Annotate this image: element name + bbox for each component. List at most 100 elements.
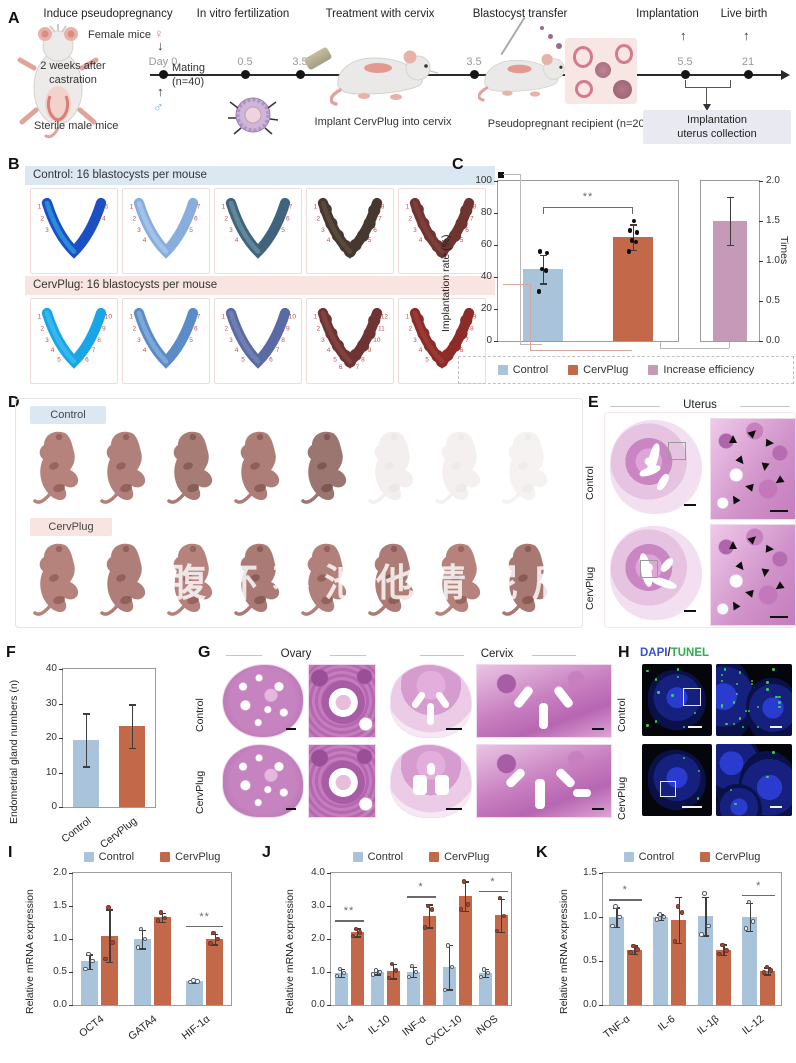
legend-label: CervPlug [715,851,761,863]
site-number: 8 [470,326,474,333]
step-livebirth: Live birth [720,8,768,20]
pup-image [33,543,79,616]
data-point [536,289,542,294]
pup [233,540,291,625]
data-point [337,966,343,971]
site-number: 5 [281,227,285,234]
tunel-speck [677,675,680,678]
error-bar [660,914,663,920]
tunel-speck [766,688,769,691]
category-label: HIF-1α [179,1013,213,1043]
site-number: 2 [224,216,228,223]
panel-k-label: K [536,844,548,861]
site-number: 5 [460,237,464,244]
error-bar-cap [461,910,469,913]
cervplug-icon [303,46,333,71]
collection-line1: Implantation [687,114,747,126]
data-point [661,914,667,920]
site-number: 7 [197,314,201,321]
axis-tick-label: 0.5 [583,955,597,966]
data-point [425,903,431,909]
sig-line [478,890,508,892]
uterus-cell: 1 2 3 4 5 6 7 8 9 10 11 12 [306,298,394,384]
site-number: 9 [368,347,372,354]
cervix-detail-image-cervplug [476,744,612,818]
axis-tick [69,1005,73,1007]
error-bar [214,933,217,945]
legend-swatch [568,365,579,375]
recipient-mouse-illustration [478,53,565,102]
error-bar [162,912,164,922]
legend-label: CervPlug [583,364,629,376]
data-point [750,919,756,924]
site-number: 1 [222,314,226,321]
error-bar-cap [128,747,136,750]
bar [422,915,436,1005]
panel-b-label: B [8,156,20,173]
error-bar-cap [158,921,166,924]
site-number: 7 [92,347,96,354]
data-point [449,964,455,970]
axis-tick-label: 80 [480,207,492,218]
scale-bar [770,510,788,512]
error-bar-cap [138,948,146,950]
connector-line [729,342,730,348]
tunel-speck [766,681,769,684]
arrowhead-marker [729,435,737,443]
bar [133,939,151,1005]
data-point [679,910,685,915]
bar [350,932,364,1005]
sig-line [186,925,224,927]
arrowhead-marker [760,568,770,578]
legend-swatch [429,852,440,862]
site-number: 1 [38,314,42,321]
pup [166,540,224,625]
axis-tick-label: 10 [45,766,57,778]
cervplug-chip: CervPlug [30,518,112,536]
axis-tick-label: 60 [480,239,492,250]
sig-marker: * [418,881,424,894]
implant-cervplug-label: Implant CervPlug into cervix [314,116,452,128]
uterus-image: 1 234 56 7 [130,307,201,369]
pup [99,540,157,625]
panel-g-label: G [198,644,211,661]
bar [206,939,224,1005]
axis-tick-label: 30 [45,697,57,709]
pup [367,428,425,513]
pup-image [234,431,280,504]
tunel-speck [772,751,775,754]
data-point [162,915,168,921]
connector-line [520,344,542,345]
panel-i-label: I [8,844,13,861]
site-number: 4 [235,347,239,354]
site-number: 7 [197,204,201,211]
connector-line [503,174,520,175]
legend-label: Control [98,851,135,863]
error-bar [705,896,707,936]
site-number: 3 [413,227,417,234]
site-number: 8 [281,337,285,344]
pup [501,428,559,513]
axis-tick [69,939,73,941]
axis-tick-label: 0.0 [311,999,325,1010]
tunel-speck [778,705,781,709]
axis-tick [494,341,498,343]
axis-tick [599,873,603,875]
error-bar [109,909,111,963]
axis-tick [327,939,331,941]
chart-legend: Control CervPlug [73,851,231,863]
site-number: 5 [57,357,61,364]
female-mice-text: Female mice [88,29,151,41]
tunel-speck [723,668,726,671]
uterus-detail-image-cervplug [710,524,796,626]
data-point [699,932,704,937]
timepoint-0-5: 0.5 [237,56,253,68]
mrna-chart-j: 0.0 1.0 2.0 3.0 4.0 IL-4 IL-10 INF-α CXCL-10 iNOS… [311,851,512,1049]
site-number: 6 [373,227,377,234]
increase-efficiency-plot: 0.0 0.5 1.0 1.5 2.0 [700,175,780,346]
site-number: 1 [314,314,318,321]
data-point [135,945,141,950]
site-number: 7 [276,347,280,354]
bar [494,915,508,1005]
